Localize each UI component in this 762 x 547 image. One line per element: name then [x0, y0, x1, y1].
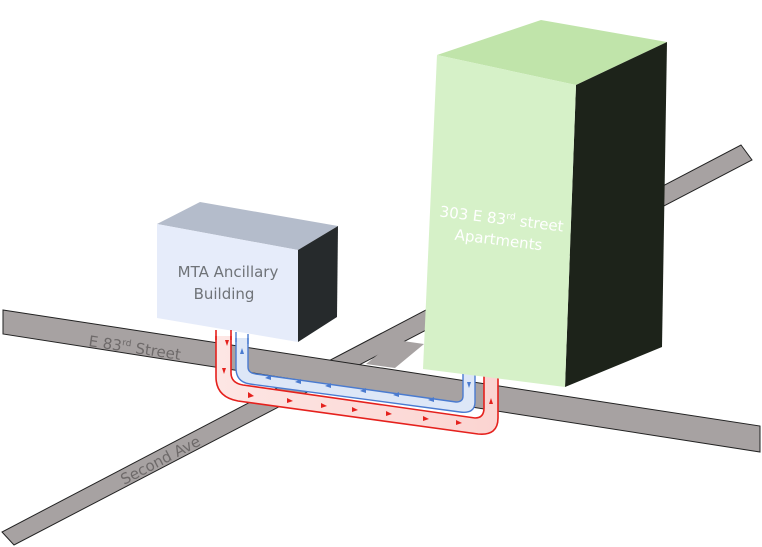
apt-side-face	[565, 42, 667, 387]
second-ave-label: Second Ave	[118, 432, 204, 488]
apt-top-face	[437, 20, 667, 85]
mta-label-line1: MTA Ancillary	[178, 263, 279, 281]
supply-flow-arrows	[222, 340, 493, 425]
return-flow-arrows	[240, 348, 471, 402]
return-arrow	[295, 379, 301, 384]
supply-arrow	[287, 398, 293, 403]
return-arrow	[467, 382, 471, 388]
supply-pipe-band	[216, 336, 498, 435]
return-pipe-inner-line	[247, 338, 464, 403]
e83-street	[2, 309, 761, 453]
mta-label-line2: Building	[194, 285, 255, 303]
return-arrow	[393, 392, 399, 397]
supply-arrow	[225, 340, 229, 346]
intersection-patch	[366, 340, 424, 368]
supply-arrow	[321, 403, 327, 408]
supply-arrow	[352, 407, 358, 412]
mta-top-face	[157, 202, 338, 250]
mta-side-face	[298, 226, 338, 342]
supply-arrow	[222, 368, 226, 374]
supply-arrow	[248, 392, 254, 398]
return-arrow	[360, 388, 366, 393]
supply-arrow	[423, 416, 429, 421]
mta-building: MTA Ancillary Building	[157, 202, 338, 342]
return-arrow	[265, 375, 271, 380]
apartment-building: 303 E 83rd street Apartments	[423, 20, 667, 387]
supply-arrow	[489, 398, 493, 404]
supply-pipe-inner-line	[230, 336, 485, 419]
apt-front-face	[423, 55, 576, 387]
return-pipe-outer-line	[235, 338, 476, 413]
pipe-risers	[215, 330, 249, 344]
return-arrow	[240, 348, 244, 354]
return-arrow	[428, 397, 434, 402]
mta-front-face	[157, 224, 298, 342]
supply-arrow	[386, 411, 392, 416]
return-arrow	[325, 383, 331, 388]
supply-arrow	[456, 420, 462, 425]
supply-pipe-outer-line	[215, 336, 499, 435]
